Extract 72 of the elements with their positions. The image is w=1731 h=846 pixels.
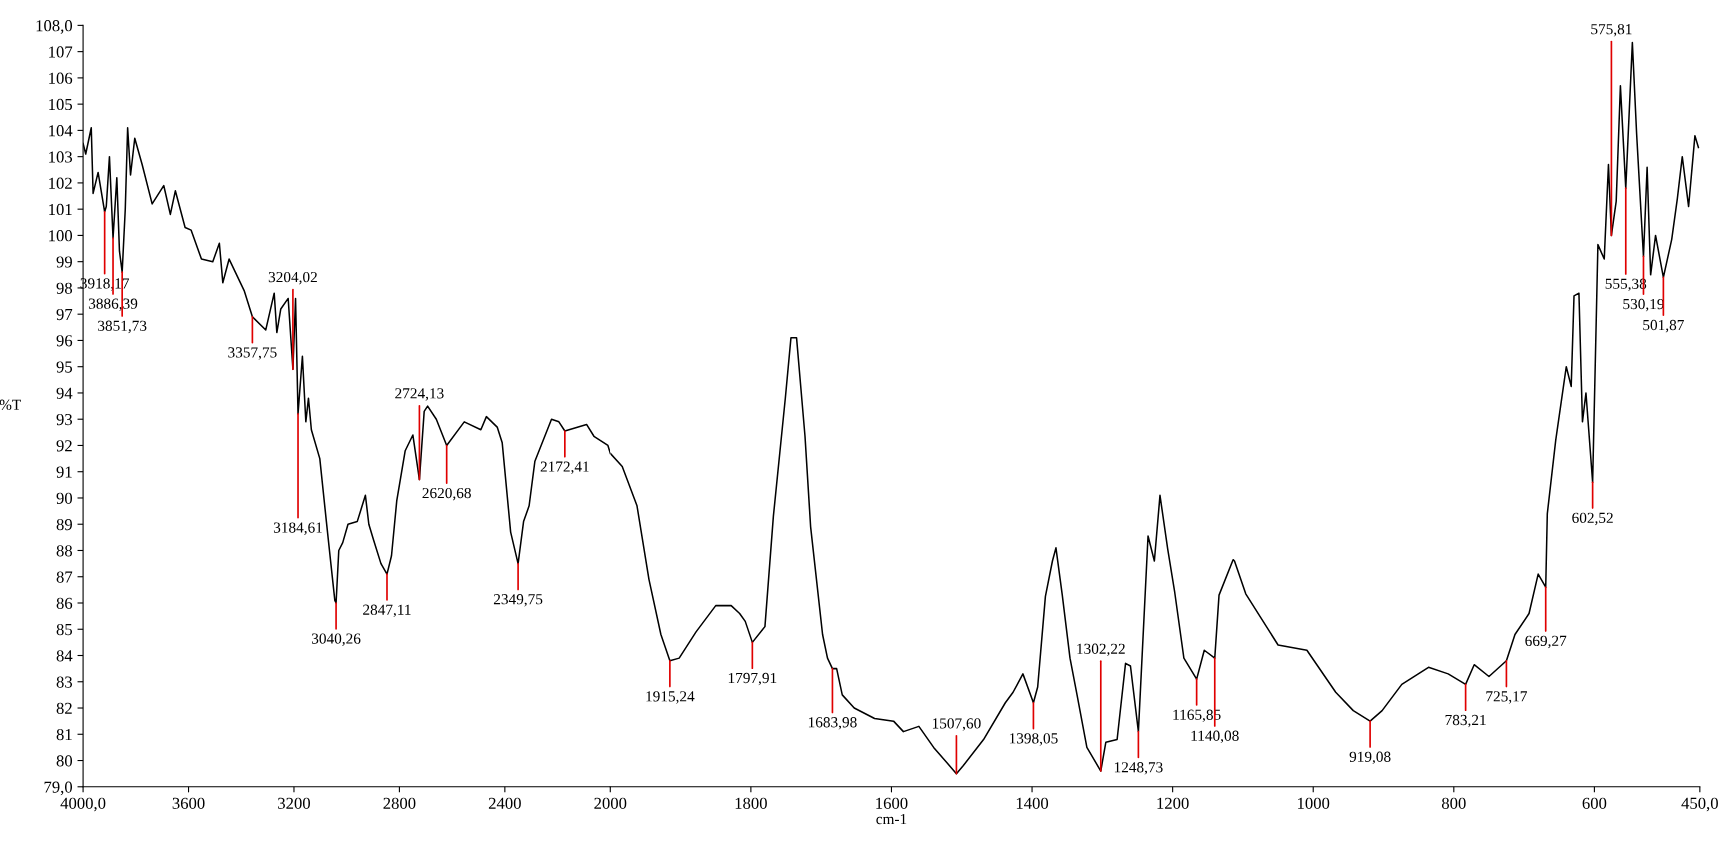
- y-tick-label: 93: [56, 413, 73, 426]
- annotation: 3184,61: [273, 522, 322, 535]
- y-tick-label: 107: [49, 46, 73, 58]
- y-tick-label: 88: [56, 545, 73, 557]
- x-axis-title: cm-1: [876, 813, 907, 825]
- annotation: 919,08: [1349, 751, 1391, 765]
- y-tick-label: 84: [56, 650, 73, 662]
- x-tick-label: 3200: [278, 797, 310, 809]
- y-tick-label: 106: [49, 72, 73, 84]
- x-tick-label: 1200: [1157, 797, 1189, 809]
- x-tick-label: 600: [1582, 797, 1607, 809]
- annotation: 2172,41: [540, 461, 589, 474]
- y-tick-label: 103: [49, 151, 73, 163]
- y-tick-label: 101: [49, 203, 72, 216]
- annotation: 1797,91: [728, 672, 777, 686]
- annotation: 1683,98: [808, 717, 857, 730]
- y-tick-label: 105: [49, 98, 73, 111]
- annotation: 3851,73: [98, 320, 147, 334]
- x-tick-label: 2800: [383, 797, 416, 809]
- y-tick-label: 98: [56, 282, 73, 294]
- y-tick-label: 91: [56, 466, 72, 478]
- x-tick-label: 1600: [876, 797, 908, 809]
- annotation: 2847,11: [363, 604, 411, 618]
- y-tick-label: 82: [56, 702, 72, 714]
- annotation: 3357,75: [228, 347, 277, 360]
- annotation: 1398,05: [1009, 733, 1058, 746]
- y-tick-label: 97: [56, 308, 73, 321]
- y-tick-label: 92: [56, 440, 72, 452]
- x-tick-label: 450,0: [1681, 797, 1718, 812]
- annotation: 530,19: [1623, 298, 1664, 312]
- y-tick-label: 96: [56, 335, 73, 347]
- x-tick-label: 2400: [488, 797, 521, 809]
- x-tick-label: 2000: [594, 797, 627, 809]
- x-tick-label: 1400: [1016, 797, 1049, 809]
- y-tick-label: 80: [56, 755, 73, 767]
- x-tick-label: 3600: [172, 797, 205, 809]
- annotation: 2620,68: [422, 487, 471, 501]
- annotation: 501,87: [1643, 319, 1684, 333]
- annotation: 575,81: [1591, 24, 1632, 37]
- y-tick-label: 90: [56, 492, 73, 504]
- y-tick-label: 83: [56, 676, 73, 688]
- y-tick-label: 87: [56, 571, 73, 583]
- y-tick-label: 100: [49, 230, 73, 242]
- y-tick-label: 104: [49, 125, 73, 137]
- y-tick-label: 95: [56, 361, 73, 373]
- annotation: 2724,13: [395, 388, 444, 401]
- annotation: 1507,60: [932, 718, 981, 731]
- x-tick-label: 1000: [1298, 797, 1330, 809]
- y-tick-label: 89: [56, 518, 72, 531]
- y-tick-label: 81: [56, 728, 72, 741]
- y-tick-label: 85: [56, 623, 73, 636]
- annotation: 725,17: [1486, 691, 1527, 704]
- annotation: 2349,75: [493, 594, 543, 607]
- y-tick-label: 99: [56, 256, 72, 268]
- annotation: 1248,73: [1114, 762, 1163, 775]
- y-tick-label: 108,0: [36, 20, 73, 34]
- y-tick-label: 102: [49, 177, 72, 189]
- y-tick-label: 79,0: [44, 781, 73, 796]
- annotation: 1915,24: [646, 691, 695, 704]
- y-tick-label: 94: [56, 387, 73, 399]
- annotation: 783,21: [1445, 714, 1486, 728]
- x-tick-label: 4000,0: [60, 797, 106, 812]
- x-tick-label: 1800: [735, 797, 767, 809]
- annotation: 1140,08: [1191, 730, 1239, 744]
- x-tick-label: 800: [1441, 797, 1466, 809]
- annotation: 1302,22: [1077, 643, 1125, 657]
- annotation: 3204,02: [268, 271, 317, 285]
- y-axis-title: %T: [0, 399, 21, 410]
- annotation: 3040,26: [311, 633, 361, 646]
- annotation: 602,52: [1572, 512, 1613, 526]
- annotation: 669,27: [1525, 635, 1567, 649]
- y-tick-label: 86: [56, 597, 73, 609]
